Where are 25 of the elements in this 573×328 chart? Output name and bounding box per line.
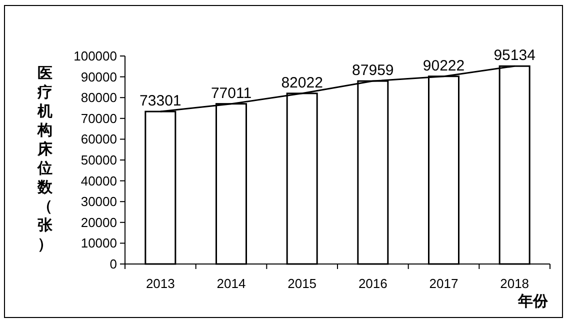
y-tick-label: 100000 <box>74 48 117 64</box>
data-label: 82022 <box>281 74 323 92</box>
x-tick-label: 2018 <box>500 276 530 291</box>
data-label: 90222 <box>422 57 465 74</box>
y-tick-label: 60000 <box>80 132 117 147</box>
y-tick-label: 10000 <box>80 236 117 251</box>
y-tick-label: 30000 <box>80 194 117 210</box>
y-tick-label: 50000 <box>80 152 117 168</box>
y-tick-label: 70000 <box>80 110 117 126</box>
x-axis-title: 年份 <box>517 293 549 310</box>
y-tick-label: 40000 <box>80 173 117 188</box>
y-tick-label: 80000 <box>80 90 117 106</box>
x-tick-label: 2016 <box>358 276 388 291</box>
x-tick-label: 2013 <box>146 276 175 291</box>
text: 医疗机构床位数（张） <box>38 65 52 253</box>
y-tick-label: 20000 <box>80 214 117 230</box>
data-label: 73301 <box>140 92 182 110</box>
data-label: 77011 <box>210 84 252 102</box>
x-tick-label: 2017 <box>429 276 458 291</box>
y-tick-label: 0 <box>110 256 117 272</box>
y-tick-label: 90000 <box>80 69 117 84</box>
data-label: 87959 <box>352 62 394 80</box>
x-tick-label: 2014 <box>216 276 246 291</box>
data-label: 95134 <box>494 47 536 64</box>
x-tick-label: 2015 <box>288 276 317 291</box>
